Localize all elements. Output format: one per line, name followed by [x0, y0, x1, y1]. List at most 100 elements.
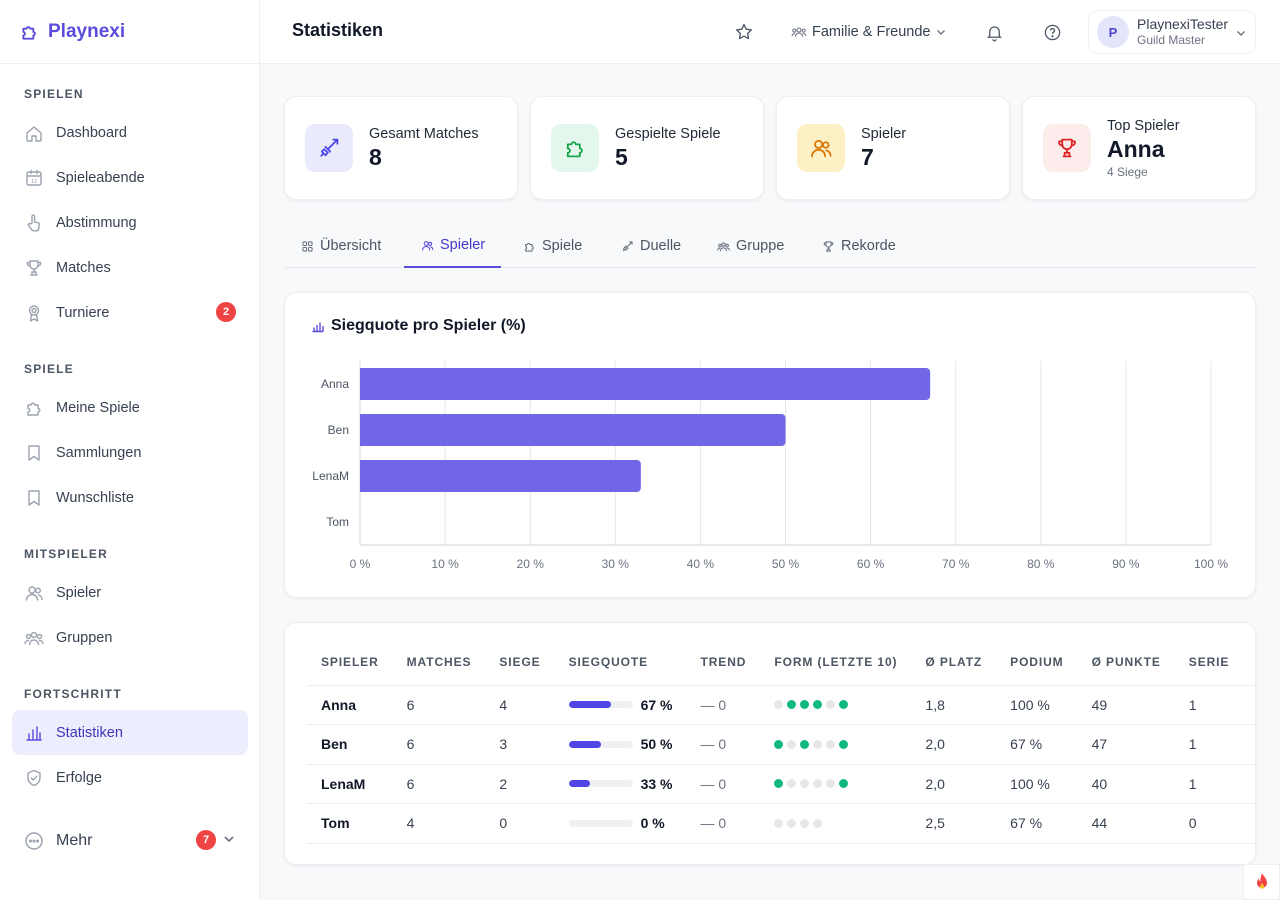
sidebar-item-matches[interactable]: Matches: [12, 245, 248, 290]
bookmark-icon-wrap: [24, 443, 44, 463]
bell-icon: [986, 25, 1002, 41]
cell-best-streak: 1: [1243, 724, 1255, 765]
sidebar-item-abstimmung[interactable]: Abstimmung: [12, 200, 248, 245]
sidebar-item-label: Spieler: [56, 584, 102, 601]
cell-best-streak: 0: [1243, 803, 1255, 844]
stat-value: 8: [369, 143, 382, 170]
stat-label: Spieler: [861, 125, 907, 142]
trophy-icon: [26, 259, 42, 276]
column-header-beste-serie[interactable]: BESTE SERIE: [1243, 639, 1255, 686]
sidebar-item-label: Dashboard: [56, 124, 127, 141]
stat-card-gespielte-spiele: Gespielte Spiele 5: [530, 96, 764, 200]
chart-title-text: Siegquote pro Spieler (%): [331, 317, 526, 334]
column-header-trend[interactable]: TREND: [686, 639, 761, 686]
nav-heading: MITSPIELER: [24, 547, 109, 561]
form-loss-dot: [813, 818, 823, 828]
cell-win-rate: 67 %: [554, 685, 687, 725]
cell-matches: 6: [392, 724, 486, 765]
tab-spiele[interactable]: Spiele: [506, 224, 598, 268]
sidebar-item-gruppen[interactable]: Gruppen: [12, 615, 248, 660]
form-win-dot: [787, 700, 797, 710]
favorite-star-button[interactable]: [732, 20, 756, 44]
cell-trend: — 0: [686, 685, 761, 725]
cell-avg-points: 47: [1077, 724, 1175, 765]
sidebar-item-label: Gruppen: [56, 629, 113, 646]
user-role: Guild Master: [1137, 33, 1206, 47]
puzzle-icon: [27, 402, 41, 416]
win-rate-value: 67 %: [640, 696, 673, 713]
form-win-dot: [839, 700, 849, 710]
sidebar-item-turniere[interactable]: Turniere 2: [12, 290, 248, 335]
group-icon: [24, 631, 44, 645]
column-header-spieler[interactable]: SPIELER: [307, 639, 393, 686]
column-header-o-punkte[interactable]: Ø PUNKTE: [1077, 639, 1175, 686]
svg-text:12: 12: [31, 179, 37, 185]
win-rate-value: 33 %: [640, 775, 673, 792]
sidebar-item-label: Erfolge: [56, 769, 102, 786]
sidebar: Playnexi SPIELEN Dashboard 12 Spieleabende A…: [0, 0, 260, 900]
column-header-o-platz[interactable]: Ø PLATZ: [911, 639, 997, 686]
notifications-button[interactable]: [982, 20, 1006, 44]
group-icon-wrap: [24, 628, 44, 648]
cell-matches: 4: [392, 803, 486, 844]
group-selector[interactable]: Familie & Freunde: [791, 20, 947, 44]
column-header-podium[interactable]: PODIUM: [996, 639, 1078, 686]
sidebar-item-spieleabende[interactable]: 12 Spieleabende: [12, 155, 248, 200]
x-tick-label: 30 %: [602, 557, 630, 571]
user-menu[interactable]: P PlaynexiTester Guild Master: [1088, 10, 1256, 54]
form-loss-dot: [787, 818, 797, 828]
column-header-serie[interactable]: SERIE: [1174, 639, 1244, 686]
users-icon-wrap: [24, 583, 44, 603]
tab-rekorde[interactable]: Rekorde: [805, 224, 912, 268]
shield-check-icon: [27, 769, 41, 786]
column-header-siegquote[interactable]: SIEGQUOTE: [554, 639, 687, 686]
help-button[interactable]: [1040, 20, 1064, 44]
sidebar-item-erfolge[interactable]: Erfolge: [12, 755, 248, 800]
cell-win-rate: 0 %: [554, 803, 687, 844]
tab-spieler[interactable]: Spieler: [404, 224, 502, 268]
y-category-label: Tom: [326, 515, 349, 529]
bar-chart-icon: [312, 322, 324, 333]
column-header-siege[interactable]: SIEGE: [485, 639, 555, 686]
sidebar-item-more[interactable]: Mehr 7: [12, 818, 248, 863]
cell-avg-place: 1,8: [911, 685, 997, 725]
sidebar-item-meine-spiele[interactable]: Meine Spiele: [12, 385, 248, 430]
form-loss-dot: [826, 779, 836, 789]
streak-flame-button[interactable]: [1243, 864, 1280, 900]
table-scroll-area[interactable]: SPIELER MATCHES SIEGE SIEGQUOTE TREND FORM (L…: [307, 639, 1255, 844]
tab-duelle[interactable]: Duelle: [604, 224, 697, 268]
sidebar-item-wunschliste[interactable]: Wunschliste: [12, 475, 248, 520]
form-dots: [774, 700, 897, 710]
x-tick-label: 80 %: [1027, 557, 1055, 571]
bookmark-icon-wrap: [24, 488, 44, 508]
sidebar-item-spieler[interactable]: Spieler: [12, 570, 248, 615]
brand-name: Playnexi: [48, 20, 126, 42]
page-title: Statistiken: [292, 20, 384, 40]
brand[interactable]: Playnexi: [0, 0, 259, 64]
puzzle-logo-icon: [22, 25, 36, 40]
trophy-icon-wrap: [24, 258, 44, 278]
cell-podium: 67 %: [996, 803, 1078, 844]
sidebar-item-sammlungen[interactable]: Sammlungen: [12, 430, 248, 475]
stat-card-gesamt-matches: Gesamt Matches 8: [284, 96, 518, 200]
bookmark-icon: [28, 444, 40, 461]
column-header-form-letzte-10[interactable]: FORM (LETZTE 10): [760, 639, 912, 686]
nav-section-fortschritt: FORTSCHRITT Statistiken Erfolge: [0, 684, 260, 800]
sidebar-item-dashboard[interactable]: Dashboard: [12, 110, 248, 155]
nav-heading: SPIELE: [24, 362, 74, 376]
calendar-icon-wrap: 12: [24, 168, 44, 188]
x-tick-label: 90 %: [1112, 557, 1140, 571]
tab-uebersicht[interactable]: Übersicht: [284, 224, 397, 268]
sidebar-more-label: Mehr: [56, 831, 93, 849]
bar-chart-icon-wrap: [24, 723, 44, 743]
nav-section-spiele: SPIELE Meine Spiele Sammlungen Wunschliste: [0, 359, 260, 520]
group-icon: [716, 241, 730, 251]
group-selector-label: Familie & Freunde: [812, 24, 931, 40]
tab-gruppe[interactable]: Gruppe: [700, 224, 800, 268]
sidebar-item-statistiken[interactable]: Statistiken: [12, 710, 248, 755]
column-header-matches[interactable]: MATCHES: [392, 639, 486, 686]
